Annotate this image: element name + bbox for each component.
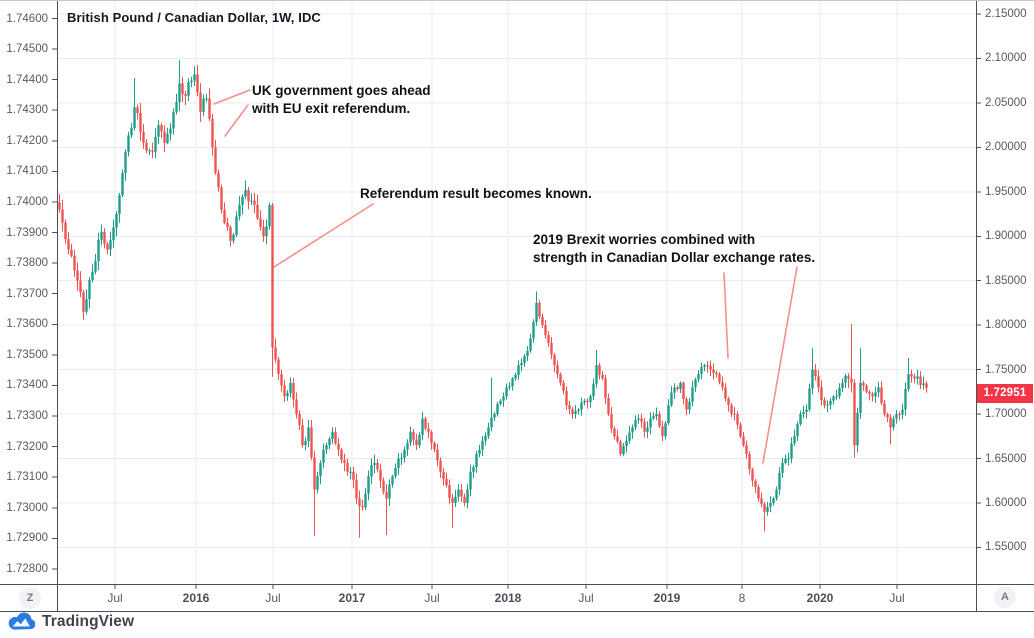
price-tick-label: 1.74300	[6, 104, 48, 117]
price-tick-label: 2.15000	[985, 8, 1027, 20]
time-tick-label: 2020	[806, 591, 834, 605]
time-tick-label: 8	[738, 591, 746, 605]
price-tick-label: 1.65000	[985, 452, 1027, 465]
pane-borders	[0, 1, 1034, 612]
price-tick-label: 1.73700	[6, 287, 48, 300]
price-tick-label: 1.95000	[985, 185, 1027, 198]
price-tick-label: 2.00000	[985, 141, 1027, 154]
price-tick-label: 1.73000	[6, 501, 48, 514]
price-tick-label: 1.73300	[6, 410, 48, 423]
price-tick-label: 1.90000	[985, 230, 1027, 243]
annotation-pointer-lines	[213, 89, 798, 464]
price-tick-label: 1.60000	[985, 496, 1027, 509]
price-tick-label: 1.85000	[985, 274, 1027, 287]
price-tick-label: 1.55000	[985, 541, 1027, 554]
price-tick-label: 2.10000	[985, 52, 1027, 65]
time-tick-label: Jul	[424, 591, 440, 605]
tradingview-cloud-icon	[8, 612, 35, 630]
price-tick-label: 1.73600	[6, 318, 48, 331]
chart-annotation-2: Referendum result becomes known.	[360, 186, 592, 201]
price-tick-label: 1.74100	[6, 165, 48, 178]
price-tick-label: 1.70000	[985, 408, 1027, 421]
tradingview-logo[interactable]: TradingView	[8, 612, 134, 631]
axis-ticks	[52, 13, 981, 589]
price-tick-label: 1.74400	[6, 73, 48, 86]
price-tick-label: 1.73800	[6, 257, 48, 270]
price-tick-label: 1.80000	[985, 319, 1027, 332]
price-tick-label: 1.73200	[6, 440, 48, 453]
price-tick-label: 2.05000	[985, 96, 1027, 109]
price-tick-label: 1.73900	[6, 226, 48, 239]
gridlines	[57, 1, 976, 584]
price-tick-label: 1.74200	[6, 134, 48, 147]
price-tick-label: 1.73400	[6, 379, 48, 392]
price-tick-label: 1.73500	[6, 348, 48, 361]
price-tick-label: 1.75000	[985, 363, 1027, 376]
chart-annotation-3: 2019 Brexit worries combined with streng…	[533, 232, 816, 265]
price-tick-label: 1.74600	[6, 12, 48, 25]
price-tick-label: 1.72900	[6, 532, 48, 545]
chart-title: British Pound / Canadian Dollar, 1W, IDC	[67, 10, 321, 25]
time-tick-label: Jul	[107, 591, 123, 605]
time-tick-label: 2018	[494, 591, 522, 605]
tradingview-wordmark: TradingView	[42, 612, 135, 630]
time-tick-label: Jul	[578, 591, 594, 605]
time-tick-label: Jul	[265, 591, 281, 605]
price-tick-label: 1.72800	[6, 562, 48, 575]
a-button[interactable]: A	[994, 586, 1016, 608]
time-tick-label: 2019	[653, 591, 681, 605]
price-tick-label: 1.74000	[6, 195, 48, 208]
candlestick-series[interactable]	[58, 60, 928, 538]
price-tick-label: 1.73100	[6, 471, 48, 484]
price-tick-label: 1.74500	[6, 43, 48, 56]
chart-annotation-1: UK government goes ahead with EU exit re…	[252, 83, 431, 116]
z-button[interactable]: Z	[19, 587, 41, 609]
time-tick-label: 2016	[182, 591, 210, 605]
time-tick-label: Jul	[889, 591, 905, 605]
last-price-label: 1.72951	[977, 384, 1033, 403]
time-tick-label: 2017	[338, 591, 366, 605]
